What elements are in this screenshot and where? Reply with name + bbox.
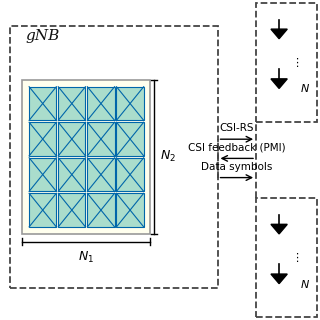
Bar	[87, 122, 115, 156]
Bar	[58, 122, 85, 156]
Bar	[87, 193, 115, 227]
Bar	[58, 158, 85, 191]
Text: CSI-RS: CSI-RS	[220, 124, 254, 133]
Text: gNB: gNB	[26, 29, 60, 43]
Text: $N$: $N$	[300, 83, 310, 94]
Text: $\vdots$: $\vdots$	[292, 56, 300, 69]
Bar	[256, 3, 317, 122]
Polygon shape	[271, 29, 287, 39]
Text: Data symbols: Data symbols	[201, 162, 273, 172]
Text: $N_2$: $N_2$	[160, 149, 176, 164]
Bar	[116, 122, 144, 156]
Bar	[29, 193, 56, 227]
Bar	[116, 87, 144, 120]
Polygon shape	[271, 79, 287, 88]
Text: $\vdots$: $\vdots$	[292, 251, 300, 264]
Text: CSI feedback (PMI): CSI feedback (PMI)	[188, 143, 286, 153]
Bar	[29, 87, 56, 120]
Text: $N_1$: $N_1$	[78, 250, 94, 265]
Bar	[116, 193, 144, 227]
Bar	[29, 158, 56, 191]
Text: $N$: $N$	[300, 278, 310, 290]
Bar	[256, 198, 317, 317]
Bar	[58, 193, 85, 227]
Bar	[87, 158, 115, 191]
Polygon shape	[271, 224, 287, 234]
Polygon shape	[271, 274, 287, 284]
Bar	[58, 87, 85, 120]
Bar	[29, 122, 56, 156]
Bar	[116, 158, 144, 191]
Bar	[10, 26, 218, 288]
Bar	[22, 80, 150, 234]
Bar	[87, 87, 115, 120]
